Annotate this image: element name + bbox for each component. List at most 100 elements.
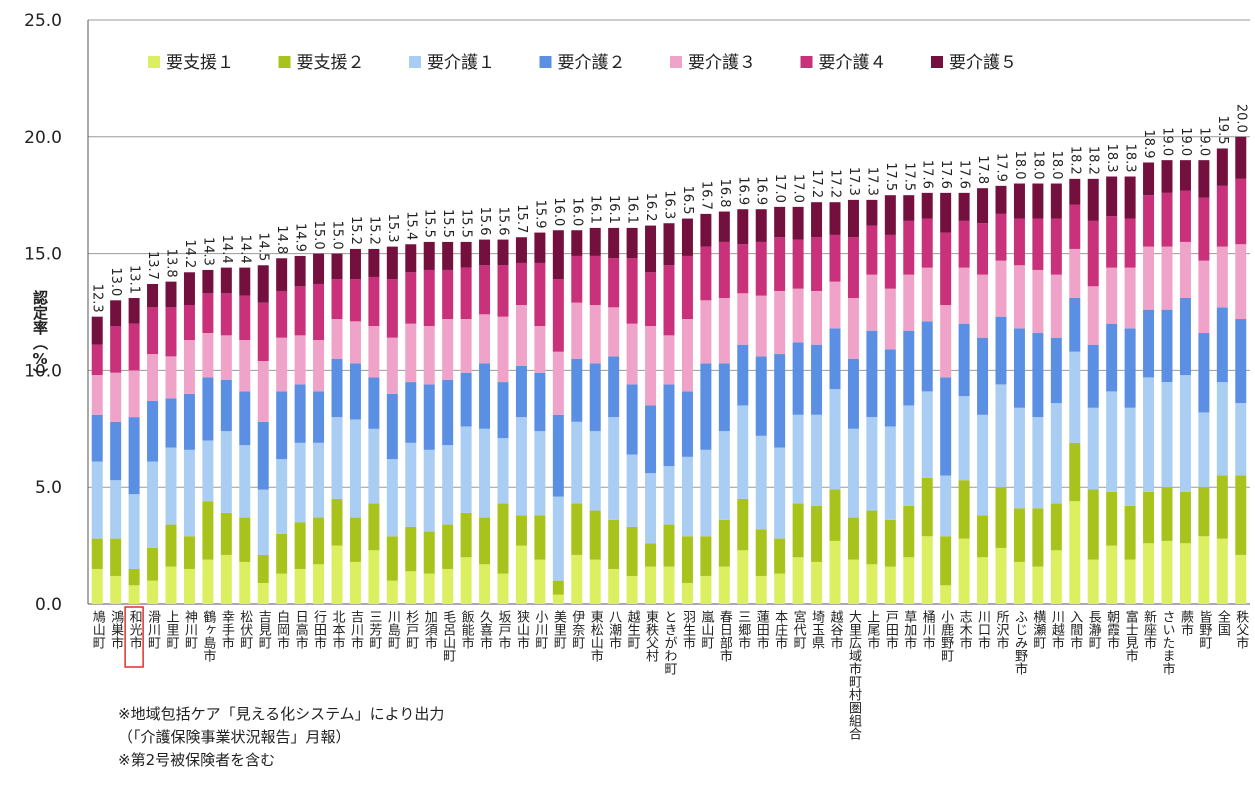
bar-segment xyxy=(571,554,583,604)
bar-segment xyxy=(1124,218,1136,268)
bar-segment xyxy=(515,417,527,516)
bar-segment xyxy=(405,382,417,443)
bar-segment xyxy=(368,248,380,277)
bar-segment xyxy=(1124,407,1136,506)
total-label: 16.9 xyxy=(754,176,769,205)
total-label: 18.0 xyxy=(1049,151,1064,180)
bar-segment xyxy=(423,384,435,450)
bar-segment xyxy=(331,545,343,604)
x-tick-label: 新座市 xyxy=(1141,609,1157,649)
bar-segment xyxy=(626,384,638,455)
bar-segment xyxy=(147,354,159,401)
bar-segment xyxy=(608,307,620,357)
bar-segment xyxy=(368,428,380,504)
bar-segment xyxy=(866,417,878,511)
bar-segment xyxy=(681,319,693,392)
bar-segment xyxy=(313,253,325,284)
bar-segment xyxy=(405,272,417,324)
x-tick-label: 桶川市 xyxy=(920,610,936,649)
bar-segment xyxy=(128,297,140,324)
bar-segment xyxy=(1050,503,1062,551)
bar-segment xyxy=(1235,554,1247,604)
bar-segment xyxy=(718,519,730,567)
bar-segment xyxy=(313,283,325,341)
bar-segment xyxy=(718,363,730,432)
bar-segment xyxy=(479,239,491,266)
bar-segment xyxy=(479,314,491,364)
bar-segment xyxy=(239,391,251,446)
x-tick-label: 吉見町 xyxy=(256,610,272,649)
bar-segment xyxy=(589,559,601,604)
bar-segment xyxy=(737,550,749,604)
legend-swatch xyxy=(800,56,813,68)
bar-segment xyxy=(626,575,638,604)
x-tick-label: 毛呂山町 xyxy=(440,610,456,662)
total-label: 19.0 xyxy=(1160,127,1175,156)
bar-segment xyxy=(202,559,214,604)
x-tick-label: 行田市 xyxy=(311,610,327,649)
bar-segment xyxy=(552,351,564,415)
bar-segment xyxy=(589,431,601,511)
total-label: 17.0 xyxy=(791,174,806,203)
total-label: 18.3 xyxy=(1104,144,1119,173)
bar-segment xyxy=(571,503,583,555)
bar-segment xyxy=(1143,162,1155,196)
bar-segment xyxy=(1087,344,1099,408)
bar-segment xyxy=(1124,559,1136,604)
bar-segment xyxy=(1161,540,1173,604)
bar-segment xyxy=(940,585,952,604)
total-label: 16.8 xyxy=(717,179,732,208)
bar-segment xyxy=(1124,505,1136,560)
bar-segment xyxy=(1143,377,1155,492)
bar-segment xyxy=(552,496,564,581)
bar-segment xyxy=(663,524,675,567)
x-tick-label: 富士見市 xyxy=(1123,609,1139,662)
bar-segment xyxy=(995,384,1007,488)
bar-segment xyxy=(608,568,620,604)
total-label: 15.5 xyxy=(459,209,474,238)
bar-segment xyxy=(718,566,730,604)
bar-segment xyxy=(792,503,804,558)
bar-segment xyxy=(681,456,693,537)
bar-segment xyxy=(220,431,232,513)
bar-segment xyxy=(589,227,601,256)
bar-segment xyxy=(331,498,343,546)
bar-segment xyxy=(866,225,878,275)
bar-segment xyxy=(774,447,786,539)
bar-segment xyxy=(1161,246,1173,310)
bar-segment xyxy=(903,274,915,331)
bar-segment xyxy=(202,269,214,294)
x-tick-label: 坂戸市 xyxy=(496,610,512,649)
x-tick-label: 東松山市 xyxy=(588,609,604,662)
bar-segment xyxy=(257,302,269,362)
bar-segment xyxy=(128,585,140,604)
bar-segment xyxy=(294,522,306,569)
x-tick-label: 本庄市 xyxy=(772,610,788,649)
y-tick-label: 10.0 xyxy=(24,361,62,381)
total-label: 17.2 xyxy=(809,169,824,198)
total-label: 16.7 xyxy=(698,181,713,210)
bar-segment xyxy=(958,267,970,324)
bar-segment xyxy=(1032,417,1044,509)
total-label: 14.2 xyxy=(182,239,197,268)
total-label: 18.0 xyxy=(1012,151,1027,180)
bar-segment xyxy=(1087,489,1099,560)
bar-segment xyxy=(552,414,564,497)
bar-segment xyxy=(534,372,546,432)
bar-segment xyxy=(977,337,989,415)
bar-segment xyxy=(755,209,767,242)
bar-segment xyxy=(479,428,491,518)
bar-segment xyxy=(1032,269,1044,334)
total-label: 16.2 xyxy=(643,193,658,222)
bar-segment xyxy=(386,279,398,338)
bar-segment xyxy=(349,517,361,562)
bar-segment xyxy=(571,421,583,504)
bar-segment xyxy=(239,517,251,562)
total-label: 14.9 xyxy=(293,223,308,252)
bar-segment xyxy=(940,475,952,537)
x-tick-label: 皆野町 xyxy=(1196,610,1212,649)
x-tick-label: 大里広域市町村圏組合 xyxy=(846,610,862,740)
bar-segment xyxy=(681,582,693,604)
bar-segment xyxy=(1216,475,1228,539)
x-tick-label: 北本市 xyxy=(330,610,346,649)
